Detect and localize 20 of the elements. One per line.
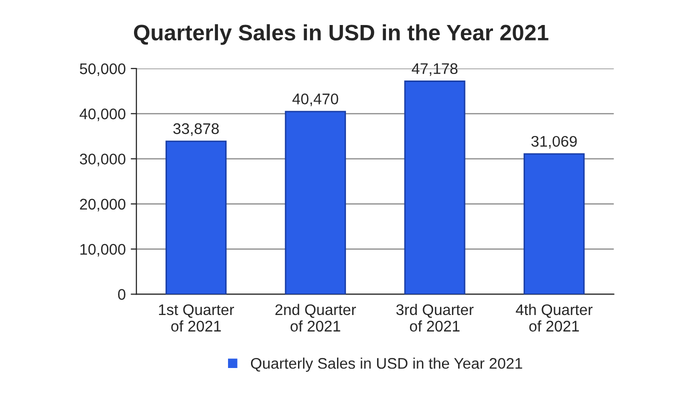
y-tick-label: 10,000 (80, 244, 126, 257)
legend-label: Quarterly Sales in USD in the Year 2021 (250, 358, 522, 372)
data-label: 40,470 (292, 94, 338, 106)
x-tick-label: 3rd Quarter of 2021 (396, 304, 474, 332)
bar (284, 110, 346, 294)
data-label: 31,069 (531, 136, 577, 149)
y-tick-label: 20,000 (80, 198, 126, 212)
x-tick-label: 2nd Quarter of 2021 (275, 304, 356, 332)
y-tick-label: 0 (118, 289, 126, 300)
y-tick-label: 30,000 (80, 154, 126, 166)
y-tick-label: 50,000 (80, 63, 126, 76)
bar (524, 153, 585, 294)
bar (404, 80, 466, 294)
chart-title: Quarterly Sales in USD in the Year 2021 (134, 24, 548, 45)
bar (166, 140, 227, 294)
y-tick-label: 40,000 (80, 108, 126, 122)
data-label: 33,878 (173, 123, 219, 136)
x-tick-label: 1st Quarter of 2021 (159, 304, 234, 332)
x-tick-label: 4th Quarter of 2021 (516, 304, 593, 332)
data-label: 47,178 (412, 63, 458, 76)
